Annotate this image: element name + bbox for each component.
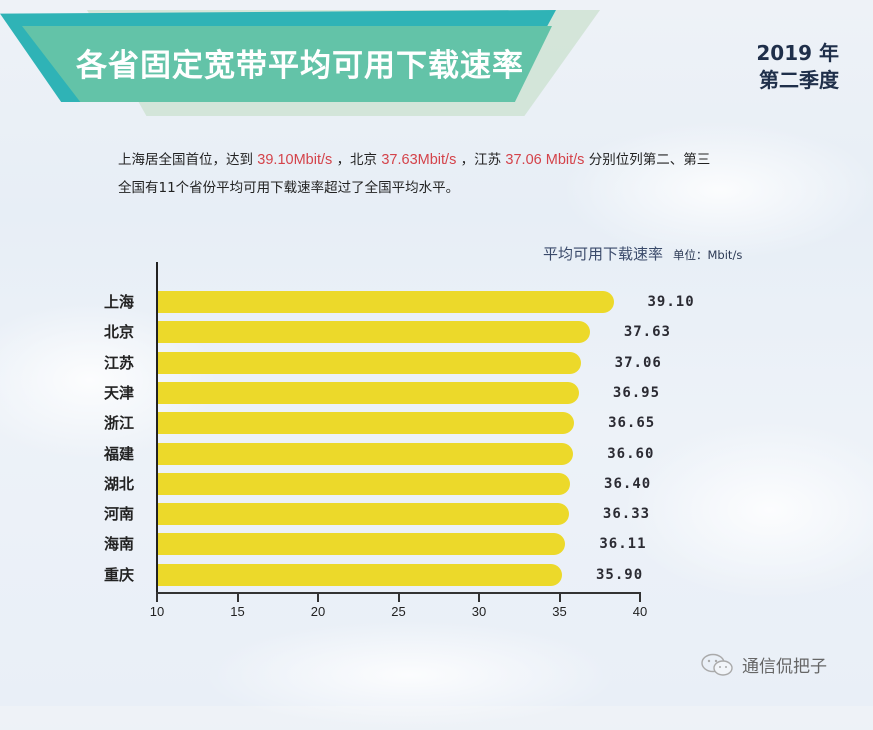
watermark: 通信侃把子 [700,652,827,677]
x-tick-label: 20 [310,604,326,619]
bar-row: 海南 36.11 [0,532,873,556]
province-label: 北京 [104,323,135,342]
x-tick [156,592,158,602]
value-label: 36.33 [602,506,651,523]
bar [158,503,569,526]
bar-row: 上海 39.10 [0,290,873,314]
chart-legend: 平均可用下载速率 单位：Mbit/s [543,243,742,264]
bar-row: 河南 36.33 [0,502,873,526]
description: 上海居全国首位，达到 39.10Mbit/s ，北京 37.63Mbit/s ，… [118,146,710,202]
page-title: 各省固定宽带平均可用下载速率 [76,48,524,84]
year-label: 2019 年 [756,41,839,65]
x-tick [478,592,480,602]
province-label: 福建 [104,444,135,463]
x-tick [558,592,561,602]
bar [158,442,574,465]
cloud-decoration [620,420,873,600]
x-tick [397,592,400,602]
desc-text: 分别位列第二、第三 [588,152,711,168]
bar [158,412,575,435]
bar-row: 重庆 35.90 [0,563,873,587]
x-tick-label: 15 [230,604,245,619]
desc-text: 上海居全国首位，达到 [118,152,253,168]
desc-text: ，江苏 [460,152,502,168]
watermark-text: 通信侃把子 [742,657,827,677]
cloud-decoration [560,120,873,260]
province-label: 海南 [104,535,135,554]
legend-unit: 单位：Mbit/s [673,248,743,262]
province-label: 湖北 [104,474,135,493]
province-label: 河南 [104,505,135,524]
value-label: 39.10 [647,294,695,310]
bar-row: 福建 36.60 [0,442,873,466]
province-label: 上海 [104,293,135,311]
bar-row: 江苏 37.06 [0,351,873,375]
x-tick [317,592,319,602]
value-label: 37.06 [614,354,662,371]
bar-row: 浙江 36.65 [0,411,873,435]
value-label: 36.60 [607,445,655,462]
value-label: 37.63 [623,324,671,341]
x-tick-label: 35 [552,604,567,619]
bar-row: 北京 37.63 [0,320,873,344]
header-band-inner [22,26,552,102]
description-line-1: 上海居全国首位，达到 39.10Mbit/s ，北京 37.63Mbit/s ，… [118,146,710,174]
description-line-2: 全国有11个省份平均可用下载速率超过了全国平均水平。 [118,180,460,196]
value-label: 36.95 [612,384,661,401]
x-tick [639,592,641,602]
y-axis [156,262,158,592]
bar [158,563,562,586]
x-tick-label: 40 [632,604,648,619]
province-label: 江苏 [104,353,135,372]
period-label: 2019 年 第二季度 [756,40,839,94]
x-tick-label: 30 [471,604,487,619]
bar [158,533,566,556]
cloud-decoration [200,620,620,730]
value-label: 35.90 [595,566,644,583]
bar [158,472,571,495]
legend-label: 平均可用下载速率 [543,245,664,263]
value-label: 36.11 [599,536,647,553]
bar-row: 天津 36.95 [0,381,873,405]
province-label: 天津 [104,383,135,402]
x-tick-label: 25 [391,604,406,619]
desc-highlight-shanghai: 39.10Mbit/s [257,152,333,168]
bar [158,381,579,404]
quarter-label: 第二季度 [759,68,839,92]
bar-row: 湖北 36.40 [0,472,873,496]
desc-highlight-beijing: 37.63Mbit/s [381,152,457,168]
value-label: 36.65 [608,415,656,432]
bar [158,321,590,344]
desc-text: ，北京 [336,152,378,168]
bar [158,351,581,374]
wechat-icon [701,653,733,676]
value-label: 36.40 [604,475,652,492]
x-tick [236,592,239,602]
bar [158,291,614,313]
desc-highlight-jiangsu: 37.06 Mbit/s [505,152,585,168]
province-label: 重庆 [104,565,135,584]
province-label: 浙江 [104,414,135,433]
x-tick-label: 10 [149,604,165,619]
